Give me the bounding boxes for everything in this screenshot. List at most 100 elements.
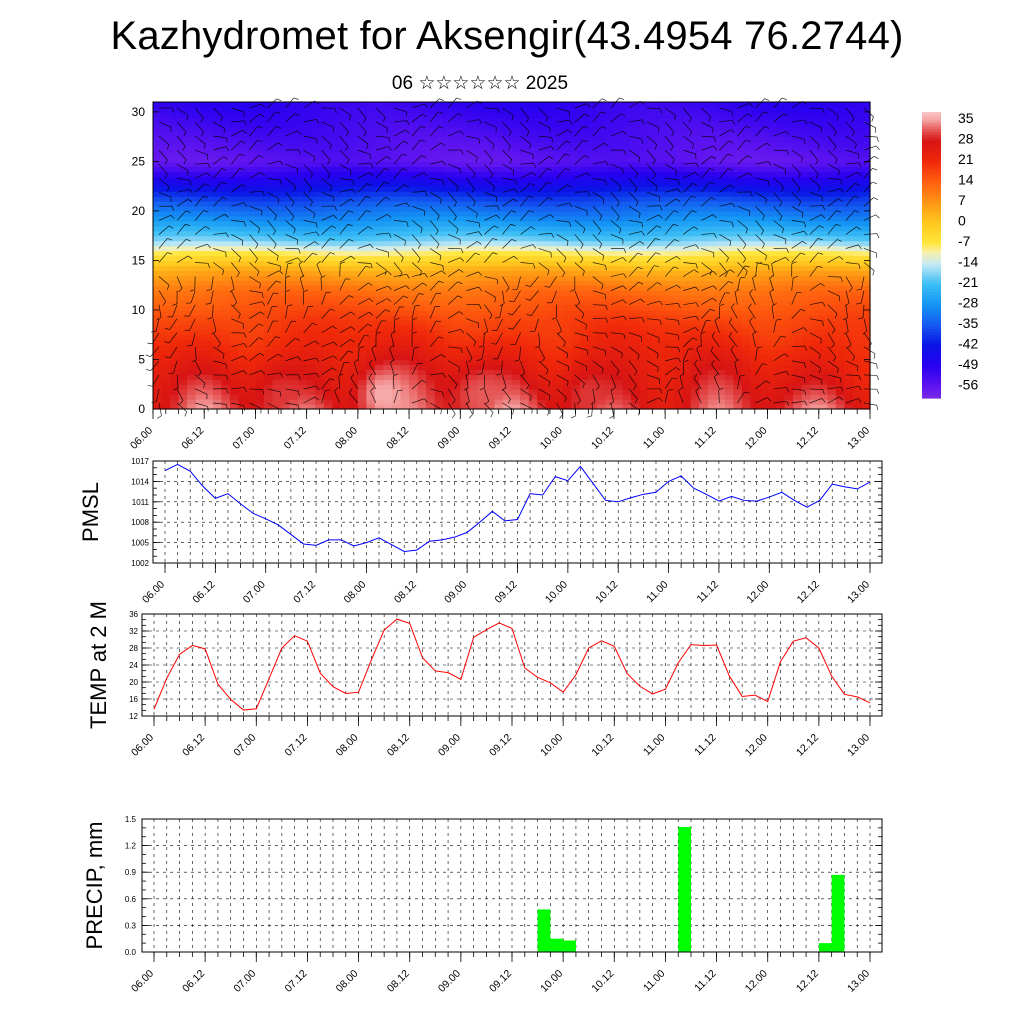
heat-cell — [767, 389, 777, 395]
heat-cell — [648, 305, 658, 311]
heat-cell — [298, 305, 308, 311]
heat-cell — [409, 334, 419, 341]
heat-cell — [443, 309, 453, 316]
heat-cell — [665, 141, 675, 148]
heat-cell — [204, 121, 214, 128]
heat-cell — [682, 374, 692, 380]
heat-cell — [212, 156, 222, 163]
heat-cell — [409, 230, 419, 237]
heat-cell — [383, 309, 393, 316]
heat-cell — [178, 265, 188, 271]
heat-cell — [323, 275, 333, 281]
heat-cell — [818, 156, 828, 163]
heat-cell — [665, 250, 675, 257]
heat-cell — [776, 265, 786, 271]
heat-cell — [835, 176, 845, 182]
heat-cell — [801, 156, 811, 163]
heat-cell — [212, 186, 222, 192]
heat-cell — [716, 334, 726, 341]
heat-cell — [835, 305, 845, 311]
heat-cell — [349, 196, 359, 202]
heat-cell — [750, 181, 760, 187]
heat-cell — [460, 374, 470, 380]
heat-cell — [366, 136, 376, 143]
heat-cell — [656, 116, 666, 123]
heat-cell — [588, 141, 598, 148]
heat-cell — [298, 260, 308, 267]
heat-cell — [417, 275, 427, 281]
heat-cell — [485, 220, 496, 227]
heat-cell — [494, 354, 504, 361]
heat-cell — [221, 324, 231, 331]
heat-cell — [648, 156, 658, 163]
heat-cell — [622, 151, 632, 158]
heat-cell — [366, 131, 376, 138]
heat-cell — [409, 250, 419, 257]
heat-cell — [707, 205, 717, 212]
heat-cell — [477, 156, 487, 163]
heat-cell — [818, 295, 828, 301]
heat-cell — [443, 191, 453, 197]
heat-cell — [434, 384, 444, 390]
heat-cell — [315, 176, 325, 182]
heat-cell — [409, 205, 419, 212]
heat-cell — [443, 121, 453, 128]
heat-cell — [460, 146, 470, 153]
heat-cell — [340, 285, 350, 291]
heat-cell — [733, 220, 743, 227]
heat-cell — [502, 265, 513, 271]
heat-cell — [528, 349, 538, 356]
heat-cell — [613, 171, 624, 177]
heat-cell — [289, 329, 299, 336]
heat-cell — [204, 275, 214, 281]
heat-cell — [195, 176, 205, 182]
heat-cell — [468, 275, 478, 281]
heat-cell — [221, 225, 231, 232]
heat-cell — [673, 126, 683, 133]
heat-cell — [477, 186, 487, 192]
heat-cell — [400, 176, 410, 182]
heat-cell — [562, 146, 572, 153]
heat-cell — [502, 329, 513, 336]
heat-cell — [494, 245, 504, 252]
heat-cell — [827, 181, 837, 187]
heat-cell — [690, 384, 700, 390]
heat-cell — [323, 151, 333, 158]
heat-cell — [161, 196, 171, 202]
heat-cell — [750, 399, 760, 405]
heat-cell — [665, 394, 675, 400]
heat-cell — [682, 280, 692, 286]
heat-cell — [263, 314, 274, 321]
heat-cell — [776, 250, 786, 257]
heat-cell — [528, 235, 538, 242]
heat-cell — [272, 250, 282, 257]
heat-cell — [554, 265, 564, 271]
heat-cell — [246, 220, 257, 227]
heat-cell — [400, 404, 410, 410]
heat-cell — [400, 131, 410, 138]
heat-cell — [434, 399, 444, 405]
heat-cell — [460, 354, 470, 361]
heat-cell — [545, 270, 555, 276]
heat-cell — [366, 324, 376, 331]
heat-cell — [545, 136, 555, 143]
heat-cell — [631, 121, 641, 128]
heat-cell — [434, 329, 444, 336]
heat-cell — [315, 305, 325, 311]
heat-cell — [477, 141, 487, 148]
heat-cell — [289, 201, 299, 207]
heat-cell — [187, 334, 197, 341]
heat-cell — [852, 339, 863, 346]
heat-cell — [289, 265, 299, 271]
heat-cell — [588, 324, 598, 331]
heat-cell — [673, 379, 683, 385]
heat-cell — [852, 404, 863, 410]
heat-cell — [724, 354, 735, 361]
heat-cell — [639, 275, 649, 281]
heat-cell — [349, 290, 359, 296]
heat-cell — [784, 295, 794, 301]
heat-cell — [545, 280, 555, 286]
heat-cell — [153, 329, 163, 336]
heat-cell — [204, 116, 214, 123]
